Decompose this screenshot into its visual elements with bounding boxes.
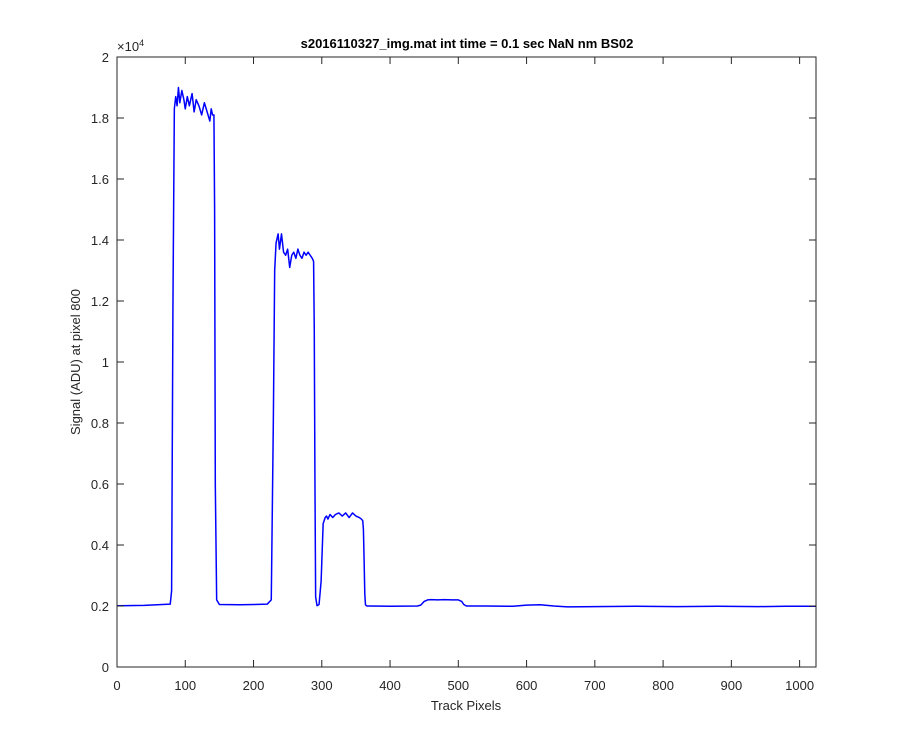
plot-area: 0 100 200 300 400 500 600 700 800 900 1000 0 0.2 0.4 0… xyxy=(91,50,817,693)
axes-box xyxy=(116,56,817,668)
y-exponent-base: ×10 xyxy=(117,39,139,54)
svg-text:×104: ×104 xyxy=(117,38,144,54)
x-axis-label: Track Pixels xyxy=(431,698,502,713)
chart-title: s2016110327_img.mat int time = 0.1 sec N… xyxy=(301,36,634,51)
y-tick-label-5: 1 xyxy=(102,355,109,370)
x-tick-label-10: 1000 xyxy=(785,678,814,693)
x-tick-label-0: 0 xyxy=(113,678,120,693)
y-tick-label-2: 0.4 xyxy=(91,538,109,553)
y-tick-label-9: 1.8 xyxy=(91,111,109,126)
x-tick-label-1: 100 xyxy=(174,678,196,693)
y-exponent-power: 4 xyxy=(139,38,144,48)
x-tick-label-4: 400 xyxy=(379,678,401,693)
y-tick-label-10: 2 xyxy=(102,50,109,65)
y-exponent-label: ×104 xyxy=(117,38,144,54)
x-tick-label-5: 500 xyxy=(447,678,469,693)
x-tick-label-9: 900 xyxy=(721,678,743,693)
y-tick-label-3: 0.6 xyxy=(91,477,109,492)
x-tick-label-2: 200 xyxy=(243,678,265,693)
x-tick-label-8: 800 xyxy=(652,678,674,693)
series-line-0 xyxy=(116,86,816,608)
y-tick-label-7: 1.4 xyxy=(91,233,109,248)
x-tick-label-3: 300 xyxy=(311,678,333,693)
x-tick-label-7: 700 xyxy=(584,678,606,693)
y-axis-label: Signal (ADU) at pixel 800 xyxy=(68,289,83,435)
y-tick-label-4: 0.8 xyxy=(91,416,109,431)
y-tick-label-1: 0.2 xyxy=(91,599,109,614)
y-tick-label-6: 1.2 xyxy=(91,294,109,309)
y-tick-label-8: 1.6 xyxy=(91,172,109,187)
x-tick-label-6: 600 xyxy=(516,678,538,693)
y-tick-label-0: 0 xyxy=(102,660,109,675)
